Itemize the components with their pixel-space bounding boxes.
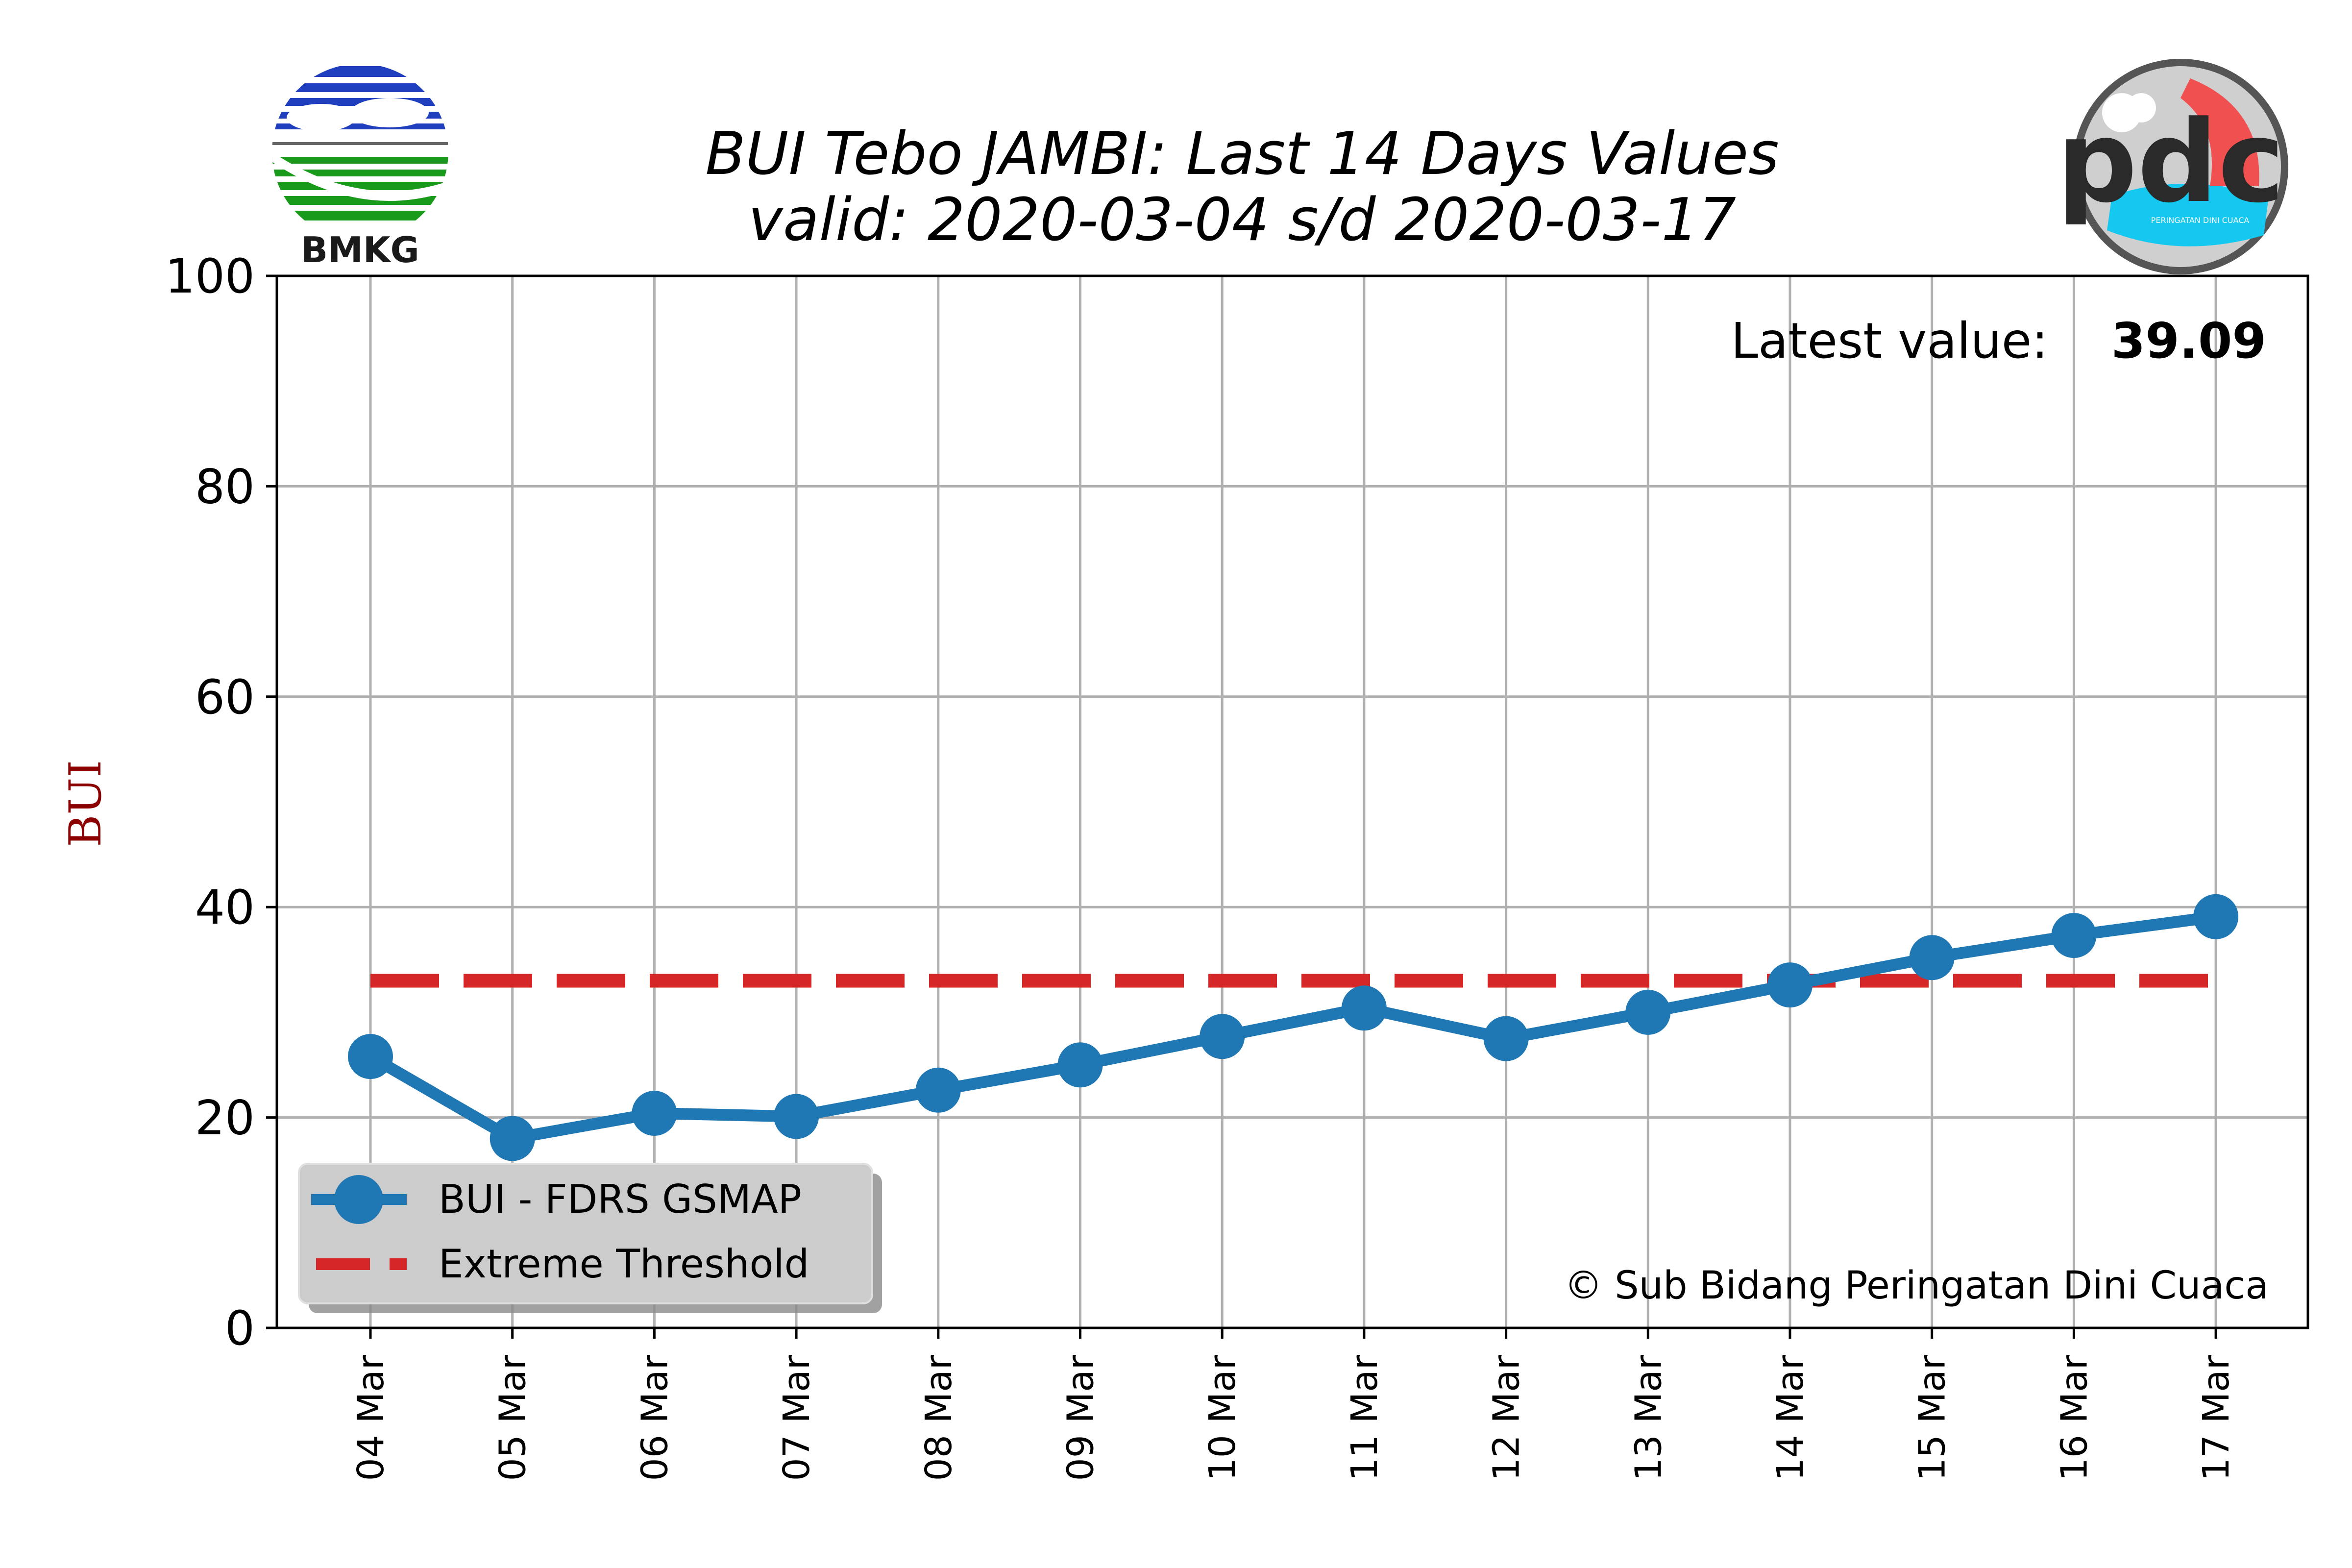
x-tick-label: 12 Mar: [1486, 1354, 1528, 1481]
pdc-logo: pdc PERINGATAN DINI CUACA: [2057, 59, 2288, 274]
y-tick-label: 20: [195, 1091, 255, 1146]
bui-point: [774, 1094, 819, 1139]
x-tick-label: 04 Mar: [350, 1354, 392, 1481]
y-tick-label: 100: [165, 249, 255, 304]
legend-bui-label: BUI - FDRS GSMAP: [439, 1176, 802, 1222]
y-tick-label: 60: [195, 670, 255, 725]
bui-point: [1057, 1042, 1103, 1088]
latest-value: 39.09: [2111, 312, 2266, 369]
chart-subtitle: valid: 2020-03-04 s/d 2020-03-17: [748, 186, 1736, 254]
bui-point: [1341, 985, 1387, 1031]
bmkg-logo-text: BMKG: [301, 229, 419, 270]
bui-point: [915, 1067, 961, 1113]
bui-line: [367, 910, 2217, 1145]
bui-point: [1200, 1014, 1245, 1059]
grid-lines: [277, 274, 2308, 1329]
x-tick-label: 13 Mar: [1627, 1354, 1669, 1481]
copyright-note: © Sub Bidang Peringatan Dini Cuaca: [1564, 1264, 2269, 1308]
x-tick-label: 08 Mar: [918, 1354, 960, 1481]
bui-point: [2193, 894, 2239, 939]
x-axis-ticks: 04 Mar 05 Mar 06 Mar 07 Mar 08 Mar 09 Mar 10 M…: [350, 1328, 2237, 1481]
legend-bui-marker: [334, 1175, 383, 1224]
bmkg-logo: BMKG: [272, 64, 448, 270]
bui-point: [348, 1034, 393, 1079]
plot-frame: [275, 274, 2309, 1329]
y-tick-label: 0: [225, 1301, 255, 1356]
pdc-logo-text: PERINGATAN DINI CUACA: [2151, 216, 2250, 225]
y-axis-ticks: 0 20 40 60 80 100: [165, 249, 277, 1356]
bui-series: [348, 894, 2239, 1161]
svg-text:pdc: pdc: [2057, 97, 2285, 228]
legend-threshold-label: Extreme Threshold: [439, 1241, 809, 1287]
x-tick-label: 17 Mar: [2195, 1354, 2237, 1481]
x-tick-label: 10 Mar: [1201, 1354, 1244, 1481]
legend: BUI - FDRS GSMAP Extreme Threshold: [298, 1163, 882, 1313]
x-tick-label: 16 Mar: [2053, 1354, 2095, 1481]
bui-point: [1625, 989, 1671, 1035]
x-tick-label: 14 Mar: [1769, 1354, 1812, 1481]
x-tick-label: 05 Mar: [492, 1354, 534, 1481]
y-tick-label: 40: [195, 880, 255, 935]
bui-point: [1483, 1016, 1529, 1061]
bui-point: [1767, 962, 1813, 1008]
bui-point: [1909, 935, 1955, 980]
x-tick-label: 09 Mar: [1060, 1354, 1102, 1481]
bui-point: [490, 1116, 535, 1161]
y-axis-label: BUI: [60, 760, 111, 847]
y-tick-label: 80: [195, 459, 255, 514]
x-tick-label: 06 Mar: [634, 1354, 676, 1481]
bui-point: [632, 1091, 677, 1136]
legend-box: [298, 1163, 873, 1304]
x-tick-label: 15 Mar: [1911, 1354, 1954, 1481]
latest-value-label: Latest value:: [1731, 312, 2048, 369]
x-tick-label: 07 Mar: [776, 1354, 818, 1481]
x-tick-label: 11 Mar: [1344, 1354, 1386, 1481]
bui-point: [2051, 913, 2097, 958]
chart-title: BUI Tebo JAMBI: Last 14 Days Values: [705, 120, 1779, 188]
